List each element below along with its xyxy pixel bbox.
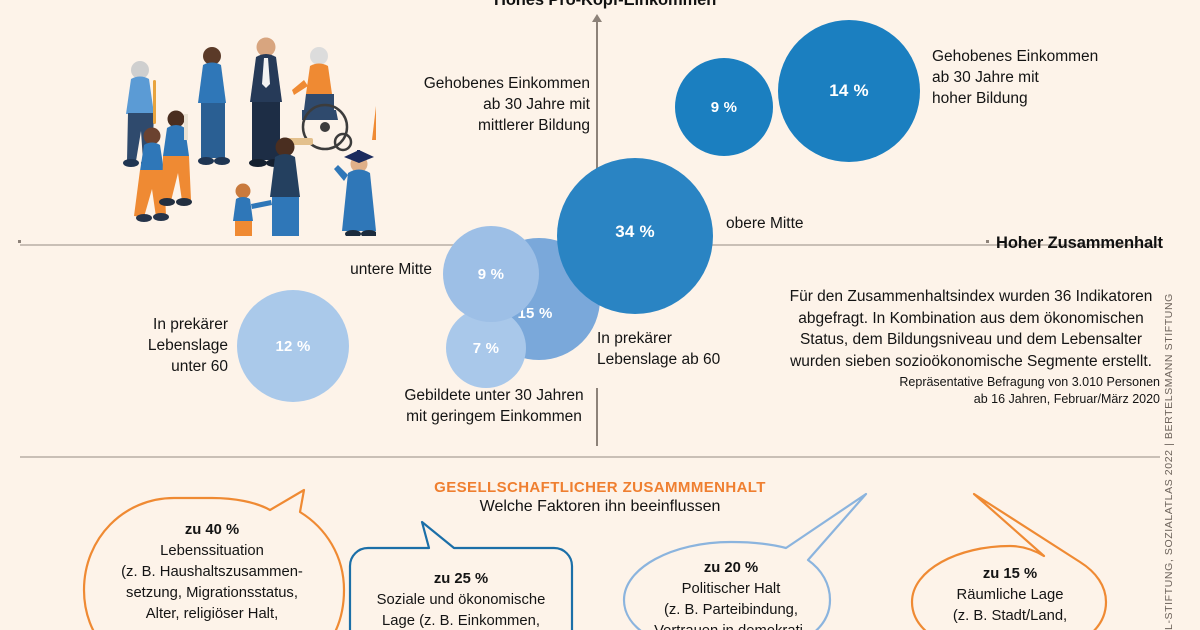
horizontal-axis-start-dot — [18, 240, 21, 243]
bubble-value-untere-mitte: 9 % — [477, 265, 505, 283]
bubble-value-prekaer-ab-60: 15 % — [517, 304, 553, 322]
speech-bubble-soziale-lage-percent: zu 25 % — [433, 571, 489, 587]
figure-man-with-child — [233, 137, 300, 236]
vertical-axis-line-lower — [596, 388, 598, 446]
bubble-value-gebildete-unter-30: 7 % — [472, 339, 500, 357]
label-obere-mitte: obere Mitte — [726, 215, 804, 232]
speech-bubble-lebenssituation-percent: zu 40 % — [184, 522, 240, 538]
speech-bubble-lebenssituation[interactable]: zu 40 % Lebenssituation (z. B. Haushalts… — [72, 486, 352, 630]
figure-woman-with-book — [159, 110, 192, 206]
speech-bubble-raeumliche-lage-body: Räumliche Lage (z. B. Stadt/Land, — [952, 587, 1068, 624]
speech-bubble-lebenssituation-body: Lebenssituation (z. B. Haushaltszusammen… — [121, 543, 303, 622]
label-gehobenes-hohe-bildung: Gehobenes Einkommen ab 30 Jahre mit hohe… — [932, 48, 1099, 107]
bubble-value-gehobenes-hohe-bildung: 14 % — [829, 81, 869, 100]
speech-bubble-raeumliche-lage-text: zu 15 % Räumliche Lage (z. B. Stadt/Land… — [902, 564, 1118, 627]
speech-bubble-politischer-halt-text: zu 20 % Politischer Halt (z. B. Parteibi… — [620, 558, 842, 630]
speech-bubble-raeumliche-lage-percent: zu 15 % — [982, 566, 1038, 582]
bubble-gehobenes-mittlere-bildung[interactable]: 9 % — [675, 58, 773, 156]
speech-bubble-lebenssituation-text: zu 40 % Lebenssituation (z. B. Haushalts… — [80, 520, 344, 625]
speech-bubble-soziale-lage-body: Soziale und ökonomische Lage (z. B. Eink… — [376, 592, 546, 629]
bottom-heading: GESELLSCHAFTLICHER ZUSAMMMENHALT — [434, 479, 766, 496]
label-gebildete-unter-30: Gebildete unter 30 Jahren mit geringem E… — [404, 387, 584, 425]
axis-title-cohesion: Hoher Zusammenhalt — [996, 234, 1163, 252]
bubble-value-prekaer-unter-60: 12 % — [275, 337, 311, 355]
figure-woman-orange-dress — [372, 106, 376, 140]
label-prekaer-unter-60: In prekärer Lebenslage unter 60 — [147, 316, 228, 375]
label-untere-mitte: untere Mitte — [350, 261, 432, 278]
vertical-axis-arrow-icon — [592, 14, 602, 22]
figure-nurse — [198, 47, 230, 165]
bubble-gehobenes-hohe-bildung[interactable]: 14 % — [778, 20, 920, 162]
figure-wheelchair-user — [287, 47, 353, 152]
speech-bubble-raeumliche-lage[interactable]: zu 15 % Räumliche Lage (z. B. Stadt/Land… — [898, 492, 1122, 630]
axis-title-income: Hohes Pro-Kopf-Einkommen — [494, 0, 717, 9]
speech-bubble-politischer-halt[interactable]: zu 20 % Politischer Halt (z. B. Parteibi… — [614, 492, 868, 630]
methodology-note: Für den Zusammenhaltsindex wurden 36 Ind… — [789, 288, 1153, 370]
speech-bubble-soziale-lage[interactable]: zu 25 % Soziale und ökonomische Lage (z.… — [336, 518, 586, 630]
speech-bubble-politischer-halt-percent: zu 20 % — [703, 560, 759, 576]
figure-woman-orange-pants — [134, 127, 169, 222]
bubble-value-obere-mitte: 34 % — [615, 222, 655, 241]
bubble-prekaer-unter-60[interactable]: 12 % — [237, 290, 349, 402]
bubble-untere-mitte[interactable]: 9 % — [443, 226, 539, 322]
figure-graduate — [334, 150, 376, 236]
bubble-obere-mitte[interactable]: 34 % — [557, 158, 713, 314]
speech-bubble-soziale-lage-text: zu 25 % Soziale und ökonomische Lage (z.… — [344, 569, 578, 630]
section-divider — [20, 456, 1160, 458]
source-credit: L-STIFTUNG, SOZIALATLAS 2022 | BERTELSMA… — [1163, 293, 1175, 630]
label-prekaer-ab-60: In prekärer Lebenslage ab 60 — [597, 330, 721, 368]
bubble-value-gehobenes-mittlere-bildung: 9 % — [710, 98, 738, 116]
horizontal-axis-end-dot — [986, 240, 989, 243]
vertical-axis-line-upper — [596, 22, 598, 178]
bottom-subheading: Welche Faktoren ihn beeinflussen — [479, 498, 721, 515]
people-illustration — [104, 14, 376, 236]
speech-bubble-politischer-halt-body: Politischer Halt (z. B. Parteibindung, V… — [654, 581, 808, 630]
label-gehobenes-mittlere-bildung: Gehobenes Einkommen ab 30 Jahre mit mitt… — [423, 75, 590, 134]
methodology-source: Repräsentative Befragung von 3.010 Perso… — [899, 375, 1160, 406]
